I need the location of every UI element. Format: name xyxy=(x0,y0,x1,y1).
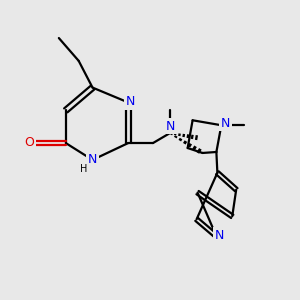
Text: N: N xyxy=(166,120,176,133)
Text: N: N xyxy=(88,153,97,167)
Text: O: O xyxy=(24,136,34,148)
Text: H: H xyxy=(80,164,87,174)
Text: N: N xyxy=(215,229,224,242)
Text: N: N xyxy=(220,117,230,130)
Text: N: N xyxy=(125,95,135,108)
